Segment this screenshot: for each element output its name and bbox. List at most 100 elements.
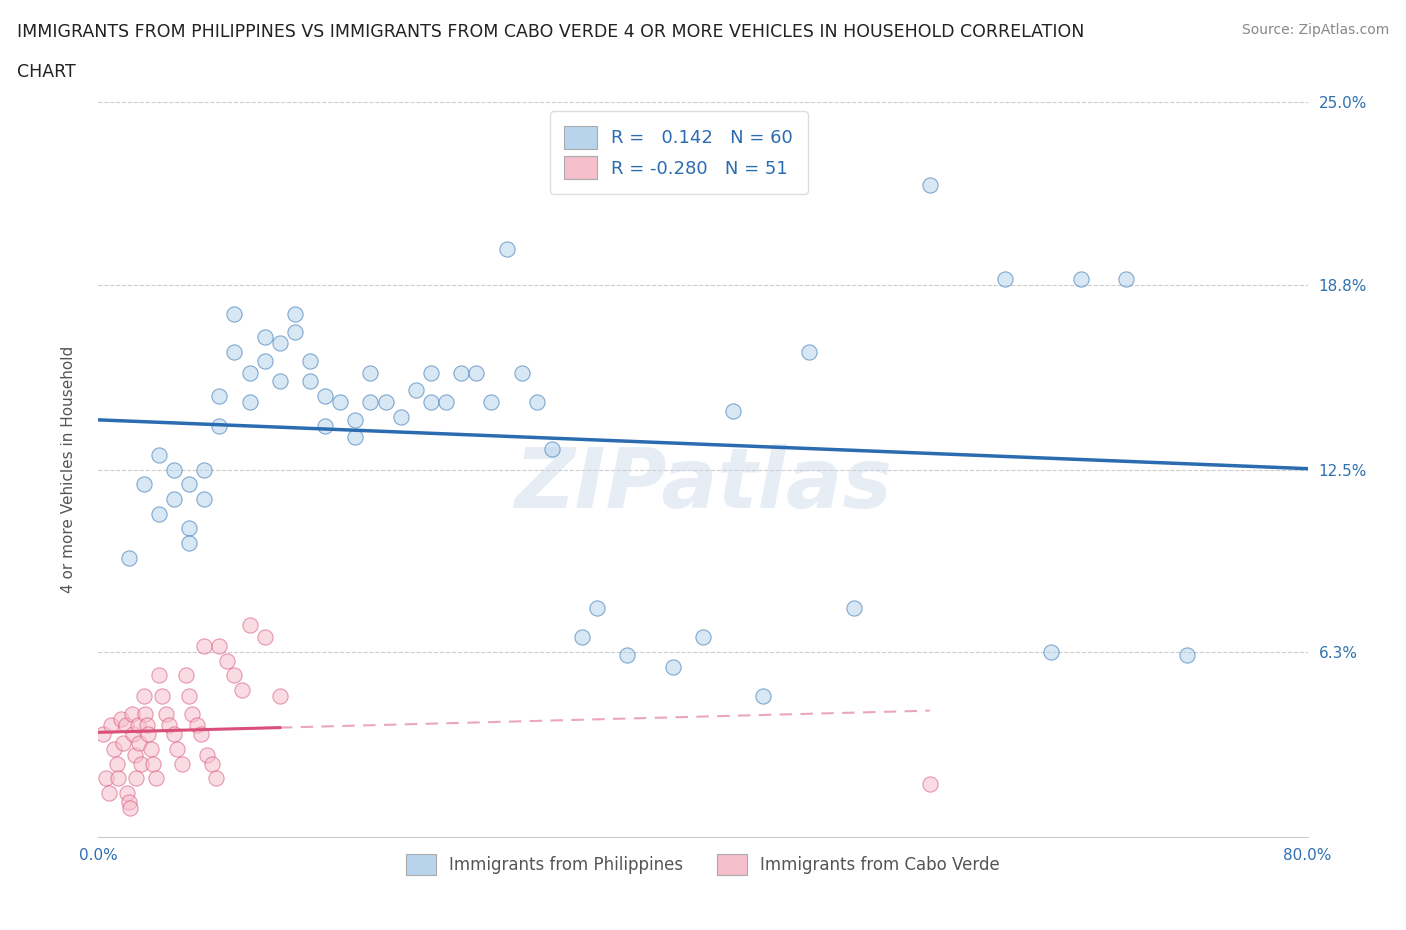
Point bbox=[129, 756, 152, 771]
Point bbox=[103, 741, 125, 756]
Point bbox=[1039, 644, 1062, 659]
Point bbox=[420, 394, 443, 409]
Point bbox=[111, 736, 134, 751]
Point bbox=[344, 412, 367, 427]
Point bbox=[1175, 647, 1198, 662]
Legend: Immigrants from Philippines, Immigrants from Cabo Verde: Immigrants from Philippines, Immigrants … bbox=[398, 845, 1008, 883]
Point bbox=[994, 272, 1017, 286]
Point bbox=[239, 394, 262, 409]
Point bbox=[450, 365, 472, 380]
Point bbox=[231, 683, 253, 698]
Text: CHART: CHART bbox=[17, 63, 76, 81]
Point bbox=[159, 718, 181, 733]
Point bbox=[661, 659, 683, 674]
Point bbox=[193, 492, 215, 507]
Point bbox=[179, 521, 201, 536]
Y-axis label: 4 or more Vehicles in Household: 4 or more Vehicles in Household bbox=[62, 346, 76, 593]
Point bbox=[163, 492, 186, 507]
Point bbox=[844, 601, 866, 616]
Point bbox=[269, 336, 291, 351]
Point bbox=[374, 394, 396, 409]
Point bbox=[405, 383, 427, 398]
Point bbox=[540, 442, 562, 457]
Point bbox=[195, 748, 218, 763]
Text: Source: ZipAtlas.com: Source: ZipAtlas.com bbox=[1241, 23, 1389, 37]
Point bbox=[121, 706, 143, 721]
Point bbox=[141, 741, 163, 756]
Point bbox=[125, 771, 148, 786]
Point bbox=[299, 374, 322, 389]
Point bbox=[253, 330, 276, 345]
Point bbox=[193, 639, 215, 654]
Point bbox=[190, 726, 212, 741]
Point bbox=[360, 365, 382, 380]
Point bbox=[269, 374, 291, 389]
Point bbox=[314, 418, 336, 433]
Point bbox=[253, 353, 276, 368]
Point bbox=[918, 177, 941, 192]
Point bbox=[208, 418, 231, 433]
Point bbox=[107, 771, 129, 786]
Point bbox=[797, 345, 820, 360]
Point bbox=[284, 324, 307, 339]
Point bbox=[105, 756, 128, 771]
Point bbox=[616, 647, 638, 662]
Point bbox=[752, 688, 775, 703]
Point bbox=[142, 756, 165, 771]
Point bbox=[510, 365, 533, 380]
Point bbox=[420, 365, 443, 380]
Point bbox=[1070, 272, 1092, 286]
Point bbox=[163, 462, 186, 477]
Point bbox=[434, 394, 457, 409]
Point bbox=[127, 718, 149, 733]
Point bbox=[586, 601, 609, 616]
Point bbox=[128, 736, 150, 751]
Point bbox=[91, 726, 114, 741]
Point bbox=[224, 345, 246, 360]
Point bbox=[145, 771, 167, 786]
Point bbox=[692, 630, 714, 644]
Point bbox=[205, 771, 228, 786]
Point bbox=[118, 551, 141, 565]
Point bbox=[495, 242, 517, 257]
Point bbox=[571, 630, 593, 644]
Point bbox=[201, 756, 224, 771]
Point bbox=[148, 506, 170, 521]
Point bbox=[170, 756, 193, 771]
Point bbox=[269, 688, 291, 703]
Point bbox=[314, 389, 336, 404]
Point bbox=[163, 726, 186, 741]
Point bbox=[389, 409, 412, 424]
Point bbox=[360, 394, 382, 409]
Point bbox=[481, 394, 503, 409]
Point bbox=[132, 477, 155, 492]
Point bbox=[918, 777, 941, 791]
Point bbox=[132, 688, 155, 703]
Point bbox=[135, 718, 157, 733]
Point bbox=[155, 706, 177, 721]
Point bbox=[465, 365, 488, 380]
Point bbox=[344, 430, 367, 445]
Point bbox=[239, 618, 262, 632]
Point bbox=[122, 726, 145, 741]
Point bbox=[118, 794, 141, 809]
Point bbox=[723, 404, 745, 418]
Text: ZIPatlas: ZIPatlas bbox=[515, 444, 891, 525]
Point bbox=[166, 741, 188, 756]
Point bbox=[94, 771, 117, 786]
Point bbox=[193, 462, 215, 477]
Point bbox=[208, 639, 231, 654]
Point bbox=[179, 688, 201, 703]
Point bbox=[98, 786, 121, 801]
Point bbox=[329, 394, 352, 409]
Point bbox=[526, 394, 548, 409]
Point bbox=[181, 706, 204, 721]
Point bbox=[253, 630, 276, 644]
Point bbox=[148, 447, 170, 462]
Point bbox=[136, 726, 159, 741]
Point bbox=[114, 718, 136, 733]
Point bbox=[115, 786, 138, 801]
Point bbox=[179, 536, 201, 551]
Point bbox=[179, 477, 201, 492]
Point bbox=[110, 712, 132, 727]
